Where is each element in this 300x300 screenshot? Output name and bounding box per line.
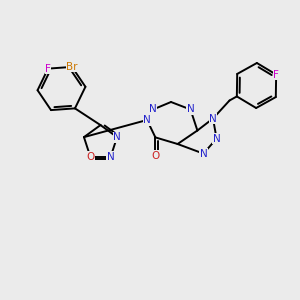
Text: Br: Br xyxy=(66,62,78,72)
Text: N: N xyxy=(200,148,207,159)
Text: N: N xyxy=(209,113,217,124)
Text: N: N xyxy=(187,104,194,115)
Text: N: N xyxy=(143,115,151,125)
Text: N: N xyxy=(107,152,115,162)
Text: O: O xyxy=(86,152,94,162)
Text: F: F xyxy=(273,70,279,80)
Text: N: N xyxy=(113,132,121,142)
Text: N: N xyxy=(149,104,157,115)
Text: O: O xyxy=(151,151,160,161)
Text: N: N xyxy=(213,134,220,144)
Text: F: F xyxy=(45,64,51,74)
